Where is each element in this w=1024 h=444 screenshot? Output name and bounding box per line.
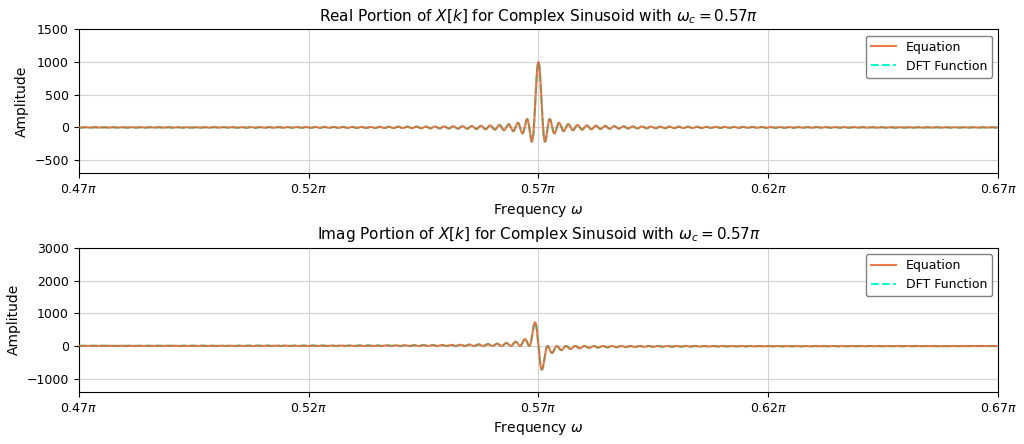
Equation (73, 343, 85, 349)
DFT Function (943, 125, 955, 130)
Equation (522, 342, 535, 348)
Equation (992, 125, 1005, 130)
Line: DFT Function: DFT Function (79, 322, 998, 370)
Line: DFT Function: DFT Function (79, 62, 998, 142)
Equation (253, 343, 265, 349)
DFT Function (111, 125, 123, 130)
Equation (73, 125, 85, 130)
Equation (943, 344, 955, 349)
Equation (536, 367, 548, 373)
DFT Function (522, 119, 535, 124)
Equation (522, 119, 535, 124)
Line: Equation: Equation (79, 62, 998, 142)
Equation (127, 343, 139, 349)
DFT Function (992, 343, 1005, 349)
Equation (111, 343, 123, 349)
DFT Function (77, 125, 89, 130)
DFT Function (253, 343, 265, 349)
Title: Real Portion of $X[k]$ for Complex Sinusoid with $\omega_c = 0.57\pi$: Real Portion of $X[k]$ for Complex Sinus… (318, 7, 758, 26)
DFT Function (539, 139, 551, 144)
Equation (992, 343, 1005, 349)
Y-axis label: Amplitude: Amplitude (7, 284, 20, 355)
Equation (532, 59, 545, 65)
Title: Imag Portion of $X[k]$ for Complex Sinusoid with $\omega_c = 0.57\pi$: Imag Portion of $X[k]$ for Complex Sinus… (316, 226, 760, 245)
DFT Function (127, 125, 139, 130)
DFT Function (536, 367, 548, 373)
DFT Function (253, 124, 265, 130)
DFT Function (522, 342, 535, 348)
DFT Function (73, 343, 85, 349)
Equation (528, 320, 541, 325)
DFT Function (943, 344, 955, 349)
DFT Function (528, 320, 541, 325)
Equation (127, 125, 139, 130)
Legend: Equation, DFT Function: Equation, DFT Function (865, 36, 992, 78)
Equation (77, 125, 89, 130)
DFT Function (73, 125, 85, 130)
DFT Function (532, 59, 545, 65)
DFT Function (111, 343, 123, 349)
DFT Function (127, 343, 139, 349)
Equation (111, 125, 123, 130)
Equation (539, 139, 551, 144)
X-axis label: Frequency $\omega$: Frequency $\omega$ (494, 420, 584, 437)
X-axis label: Frequency $\omega$: Frequency $\omega$ (494, 202, 584, 218)
Equation (253, 124, 265, 130)
DFT Function (77, 343, 89, 349)
Equation (77, 343, 89, 349)
Equation (943, 125, 955, 130)
Line: Equation: Equation (79, 322, 998, 370)
DFT Function (992, 125, 1005, 130)
Y-axis label: Amplitude: Amplitude (14, 66, 29, 137)
Legend: Equation, DFT Function: Equation, DFT Function (865, 254, 992, 296)
